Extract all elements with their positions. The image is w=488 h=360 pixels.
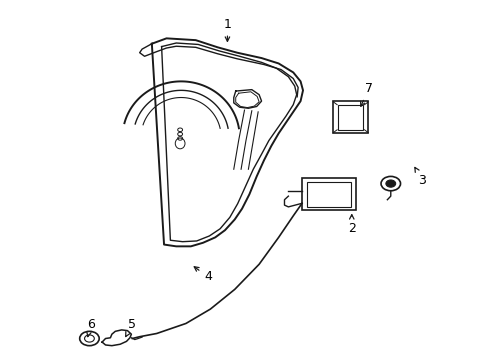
Circle shape [385,180,395,187]
Bar [332,101,367,134]
Bar [337,105,363,130]
Text: 3: 3 [414,167,426,186]
Bar [306,182,350,207]
Text: 2: 2 [347,215,355,235]
Text: 7: 7 [360,82,372,106]
Bar [302,178,355,211]
Text: 6: 6 [86,318,95,337]
Text: 4: 4 [194,267,211,283]
Text: 1: 1 [223,18,231,41]
Text: 5: 5 [125,318,136,337]
